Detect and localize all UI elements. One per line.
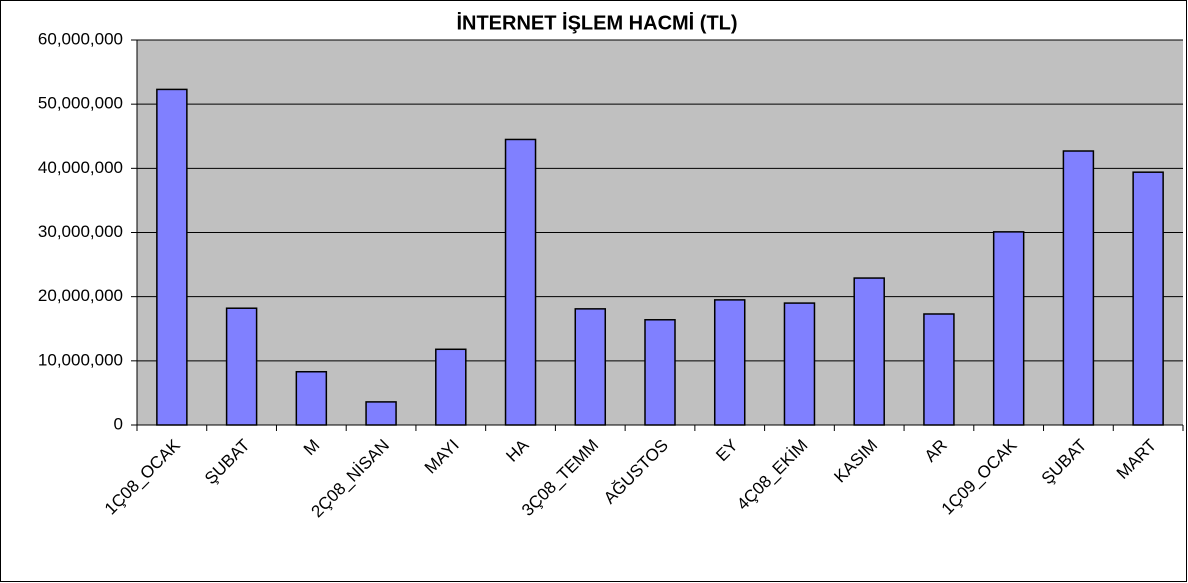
bar <box>923 313 955 426</box>
bar <box>1132 171 1164 426</box>
bar <box>1062 150 1095 426</box>
bar <box>713 299 746 426</box>
y-tick-label: 30,000,000 <box>38 222 123 241</box>
bar <box>156 88 188 426</box>
bar <box>644 319 676 426</box>
bar <box>992 231 1025 426</box>
bar <box>225 307 258 426</box>
y-tick-label: 20,000,000 <box>38 286 123 305</box>
y-tick-label: 60,000,000 <box>38 29 123 48</box>
y-tick-label: 40,000,000 <box>38 158 123 177</box>
chart-title: İNTERNET İŞLEM HACMİ (TL) <box>456 11 737 34</box>
bar <box>783 302 816 426</box>
bar <box>435 348 467 426</box>
y-tick-label: 50,000,000 <box>38 94 123 113</box>
bar <box>365 401 397 426</box>
bar <box>853 277 885 426</box>
bar <box>574 308 607 426</box>
bar <box>295 370 328 426</box>
y-tick-label: 0 <box>114 414 123 433</box>
bar <box>504 138 537 426</box>
y-tick-label: 10,000,000 <box>38 350 123 369</box>
